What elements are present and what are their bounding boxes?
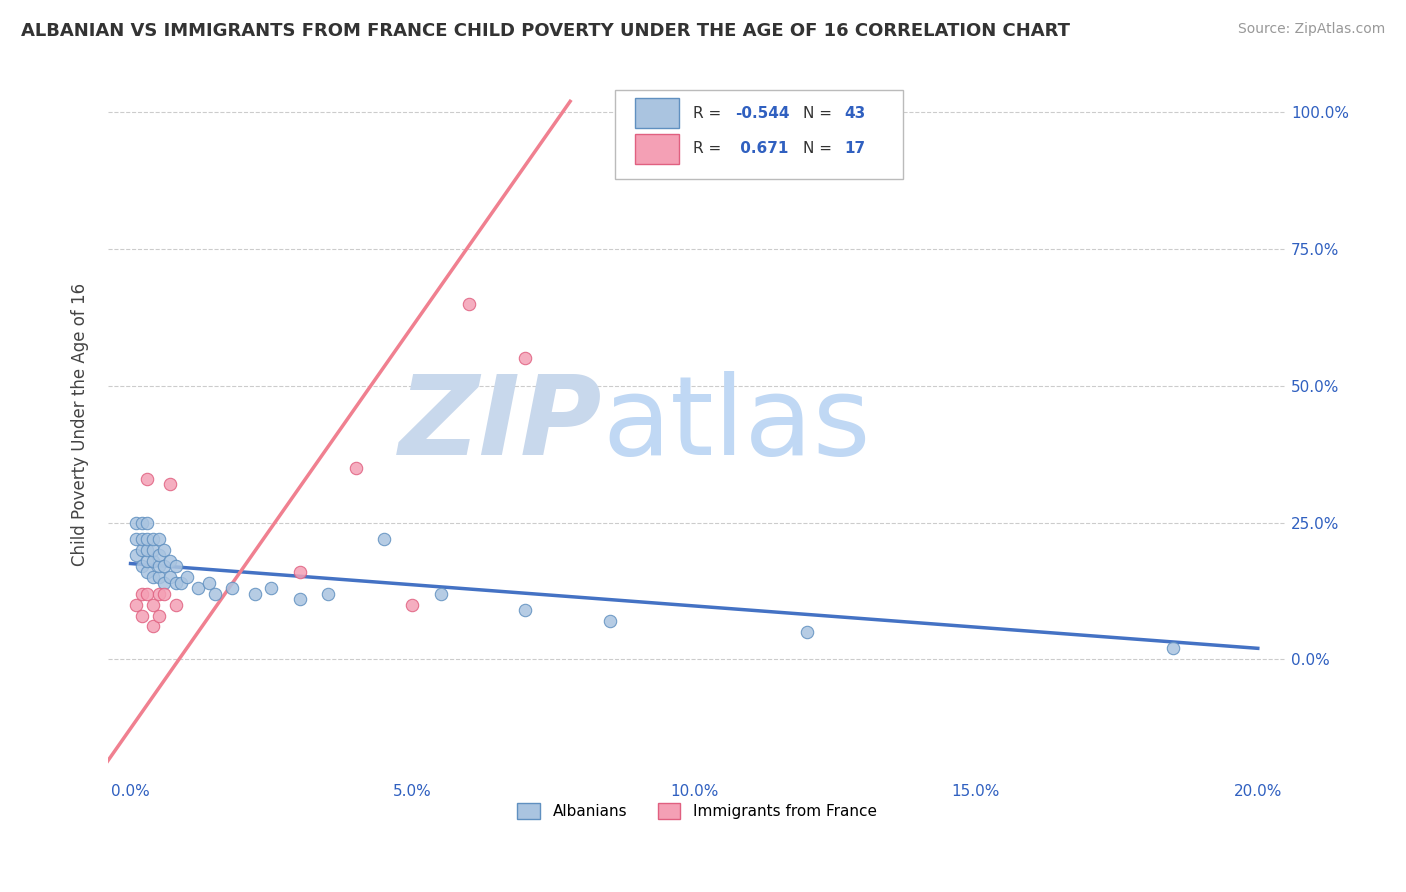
Point [198,575,221,590]
Point [136,532,159,546]
Point [316,587,339,601]
Point [344,460,367,475]
Point [204,587,226,601]
Point [136,587,159,601]
Point [148,549,170,563]
Point [153,559,176,574]
Point [131,542,153,557]
Bar [634,98,679,128]
Point [401,598,423,612]
Point [796,624,818,639]
Point [599,614,621,628]
Point [221,581,243,595]
Point [187,581,209,595]
Point [165,575,187,590]
Point [165,559,187,574]
Point [136,565,159,579]
Point [125,532,148,546]
Y-axis label: Child Poverty Under the Age of 16: Child Poverty Under the Age of 16 [72,283,89,566]
Text: 0.671: 0.671 [735,141,787,156]
Text: ZIP: ZIP [399,370,603,477]
Point [142,532,165,546]
Point [131,532,153,546]
Point [170,575,193,590]
Point [142,570,165,584]
Point [159,570,181,584]
Point [148,587,170,601]
Point [142,598,165,612]
Bar [634,134,679,164]
Point [373,532,395,546]
Point [148,570,170,584]
Point [153,587,176,601]
Point [260,581,283,595]
Point [165,598,187,612]
Point [125,549,148,563]
Text: ALBANIAN VS IMMIGRANTS FROM FRANCE CHILD POVERTY UNDER THE AGE OF 16 CORRELATION: ALBANIAN VS IMMIGRANTS FROM FRANCE CHILD… [21,22,1070,40]
Point [142,542,165,557]
Text: R =: R = [693,106,727,120]
Text: -0.544: -0.544 [735,106,789,120]
Point [142,619,165,633]
Point [457,296,479,310]
Text: 17: 17 [844,141,865,156]
Point [136,542,159,557]
FancyBboxPatch shape [614,90,903,178]
Point [136,516,159,530]
Point [288,592,311,607]
Text: atlas: atlas [603,370,872,477]
Point [176,570,198,584]
Point [125,598,148,612]
Point [142,554,165,568]
Point [1161,641,1184,656]
Point [131,559,153,574]
Point [131,516,153,530]
Point [243,587,266,601]
Point [125,516,148,530]
Point [429,587,451,601]
Point [513,351,536,366]
Point [131,608,153,623]
Text: N =: N = [803,141,837,156]
Point [513,603,536,617]
Point [159,554,181,568]
Text: N =: N = [803,106,837,120]
Point [159,477,181,491]
Point [153,575,176,590]
Point [136,554,159,568]
Point [148,608,170,623]
Legend: Albanians, Immigrants from France: Albanians, Immigrants from France [512,797,883,825]
Point [288,565,311,579]
Point [131,587,153,601]
Point [148,559,170,574]
Text: Source: ZipAtlas.com: Source: ZipAtlas.com [1237,22,1385,37]
Point [148,532,170,546]
Text: 43: 43 [844,106,866,120]
Point [136,472,159,486]
Text: R =: R = [693,141,727,156]
Point [153,542,176,557]
